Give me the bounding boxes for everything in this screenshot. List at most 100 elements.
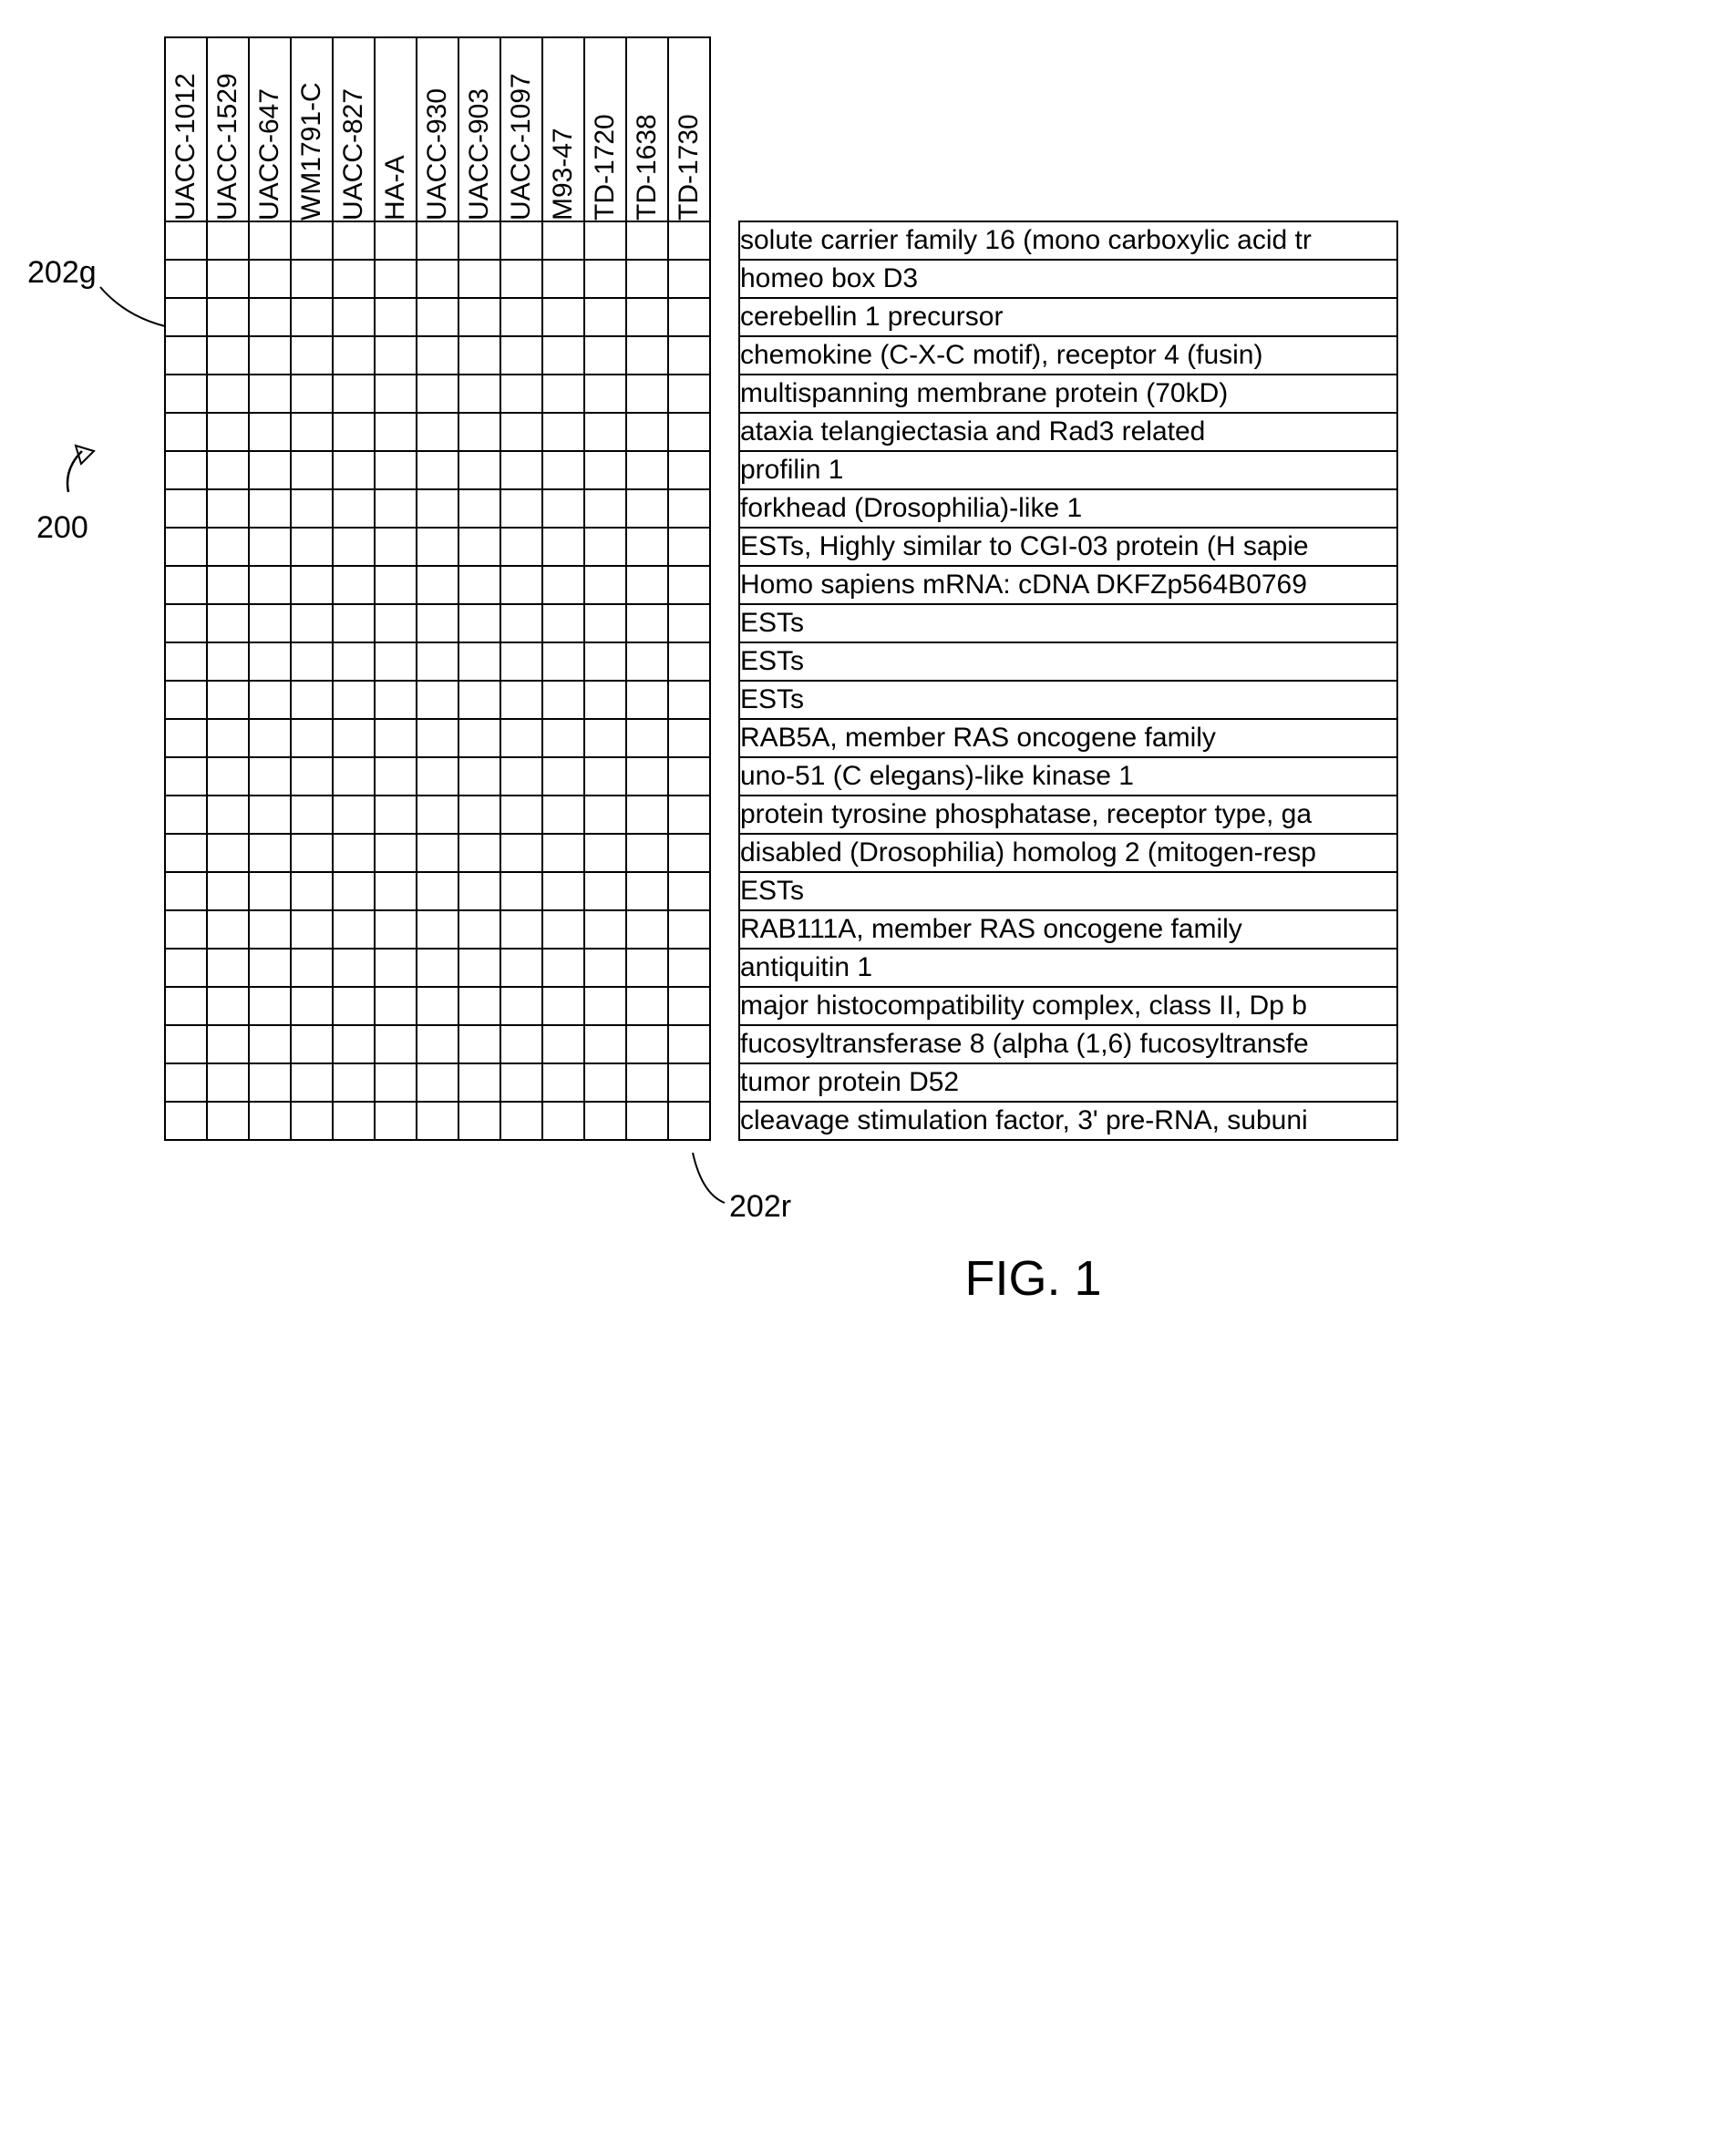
heat-cell	[668, 221, 710, 260]
row-label: uno-51 (C elegans)-like kinase 1	[739, 757, 1397, 796]
table-row: RAB111A, member RAS oncogene family	[165, 910, 1397, 949]
heat-cell	[333, 413, 375, 451]
ref-202g: 202g	[27, 255, 97, 291]
heat-cell	[584, 987, 626, 1025]
heat-cell	[458, 1063, 500, 1102]
figure-label: FIG. 1	[383, 1250, 1684, 1307]
heat-cell	[417, 221, 458, 260]
heat-cell	[542, 298, 584, 336]
heat-cell	[668, 681, 710, 719]
col-header: UACC-1012	[165, 37, 207, 221]
heat-cell	[668, 719, 710, 757]
heat-cell	[542, 375, 584, 413]
table-row: disabled (Drosophilia) homolog 2 (mitoge…	[165, 834, 1397, 872]
row-label: Homo sapiens mRNA: cDNA DKFZp564B0769	[739, 566, 1397, 604]
heat-cell	[291, 1025, 333, 1063]
heat-cell	[500, 528, 542, 566]
heat-cell	[375, 872, 417, 910]
table-row: ESTs, Highly similar to CGI-03 protein (…	[165, 528, 1397, 566]
heat-cell	[458, 719, 500, 757]
heat-cell	[375, 1063, 417, 1102]
heat-cell	[207, 796, 249, 834]
heat-cell	[417, 949, 458, 987]
heat-cell	[291, 604, 333, 642]
heat-cell	[458, 757, 500, 796]
heat-cell	[417, 681, 458, 719]
row-label: ESTs	[739, 642, 1397, 681]
heat-cell	[207, 1025, 249, 1063]
heat-cell	[207, 872, 249, 910]
heat-cell	[291, 298, 333, 336]
heat-cell	[249, 489, 291, 528]
col-header: TD-1720	[584, 37, 626, 221]
row-spacer	[710, 642, 739, 681]
heat-cell	[207, 489, 249, 528]
heat-cell	[668, 375, 710, 413]
heat-cell	[500, 375, 542, 413]
heat-cell	[417, 566, 458, 604]
heat-cell	[165, 298, 207, 336]
heat-cell	[458, 604, 500, 642]
heat-cell	[333, 451, 375, 489]
row-label: homeo box D3	[739, 260, 1397, 298]
heat-cell	[542, 949, 584, 987]
heat-cell	[165, 604, 207, 642]
heat-cell	[165, 642, 207, 681]
heat-cell	[333, 489, 375, 528]
heat-cell	[333, 1102, 375, 1140]
table-row: ESTs	[165, 604, 1397, 642]
heat-cell	[500, 221, 542, 260]
heat-cell	[291, 1102, 333, 1140]
heat-cell	[626, 757, 668, 796]
col-header: WM1791-C	[291, 37, 333, 221]
heat-cell	[417, 719, 458, 757]
heat-cell	[542, 642, 584, 681]
heat-cell	[500, 642, 542, 681]
heat-cell	[584, 796, 626, 834]
heat-cell	[584, 642, 626, 681]
heat-cell	[542, 451, 584, 489]
heat-cell	[165, 451, 207, 489]
heat-cell	[165, 528, 207, 566]
heat-cell	[249, 719, 291, 757]
heat-cell	[668, 260, 710, 298]
heat-cell	[249, 949, 291, 987]
heat-cell	[668, 949, 710, 987]
heat-cell	[249, 375, 291, 413]
heat-cell	[249, 642, 291, 681]
heat-cell	[207, 757, 249, 796]
heat-cell	[458, 949, 500, 987]
table-row: chemokine (C-X-C motif), receptor 4 (fus…	[165, 336, 1397, 375]
table-row: cleavage stimulation factor, 3' pre-RNA,…	[165, 1102, 1397, 1140]
heat-cell	[584, 910, 626, 949]
heat-cell	[500, 1025, 542, 1063]
heat-cell	[165, 949, 207, 987]
heat-cell	[584, 336, 626, 375]
row-label: profilin 1	[739, 451, 1397, 489]
col-header: M93-47	[542, 37, 584, 221]
heat-cell	[542, 834, 584, 872]
heat-cell	[626, 1102, 668, 1140]
heat-cell	[626, 681, 668, 719]
heat-cell	[458, 1102, 500, 1140]
row-label: ESTs	[739, 604, 1397, 642]
col-header: UACC-1097	[500, 37, 542, 221]
heat-cell	[249, 528, 291, 566]
heat-cell	[500, 796, 542, 834]
heat-cell	[626, 719, 668, 757]
heat-cell	[417, 1025, 458, 1063]
heat-cell	[417, 910, 458, 949]
heat-cell	[500, 681, 542, 719]
heat-cell	[626, 949, 668, 987]
heat-cell	[668, 872, 710, 910]
row-spacer	[710, 604, 739, 642]
heat-cell	[375, 413, 417, 451]
heat-cell	[458, 451, 500, 489]
table-row: uno-51 (C elegans)-like kinase 1	[165, 757, 1397, 796]
heat-cell	[458, 489, 500, 528]
table-row: antiquitin 1	[165, 949, 1397, 987]
heat-cell	[500, 336, 542, 375]
heat-cell	[500, 910, 542, 949]
heat-cell	[417, 872, 458, 910]
heat-cell	[165, 796, 207, 834]
